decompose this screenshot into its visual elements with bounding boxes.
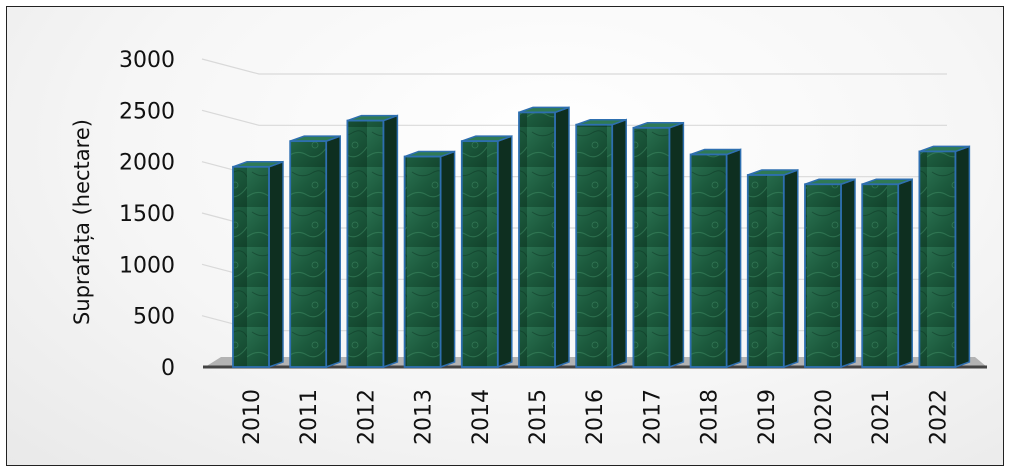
y-tick-label: 1500 (119, 202, 175, 227)
gridline (201, 109, 947, 126)
x-tick-label: 2019 (755, 389, 780, 445)
chart-container: 0 500 1000 1500 2000 2500 3000 2010 2011 2012 201… (6, 6, 1004, 466)
bar (403, 150, 456, 369)
y-axis-title: Suprafața (hectare) (70, 119, 94, 325)
bar (232, 160, 284, 369)
gridline (201, 58, 947, 75)
x-tick-label: 2021 (869, 389, 894, 445)
x-tick-label: 2014 (469, 389, 494, 445)
bar (918, 145, 971, 369)
bar (632, 121, 685, 369)
y-axis-ticks: 0 500 1000 1500 2000 2500 3000 (119, 48, 175, 381)
x-axis-ticks: 2010 2011 2012 2013 2014 2015 2016 2017 2018 2019… (240, 389, 951, 445)
x-tick-label: 2012 (354, 389, 379, 445)
bar (346, 114, 399, 369)
x-tick-label: 2011 (297, 389, 322, 445)
x-tick-label: 2017 (640, 389, 665, 445)
x-tick-label: 2010 (240, 389, 265, 445)
x-tick-label: 2020 (812, 389, 837, 445)
bar (689, 148, 742, 369)
y-tick-label: 2500 (119, 99, 175, 124)
x-tick-label: 2015 (526, 389, 551, 445)
x-tick-label: 2022 (926, 389, 951, 445)
bar (746, 168, 799, 369)
y-tick-label: 2000 (119, 151, 175, 176)
bar (460, 135, 513, 369)
x-tick-label: 2013 (412, 389, 437, 445)
bars (232, 106, 971, 369)
y-tick-label: 3000 (119, 48, 175, 73)
bar (804, 178, 856, 369)
y-tick-label: 0 (161, 356, 175, 381)
bar (861, 178, 913, 369)
bar (575, 118, 627, 369)
y-tick-label: 500 (133, 305, 175, 330)
x-tick-label: 2016 (583, 389, 608, 445)
x-tick-label: 2018 (698, 389, 723, 445)
y-tick-label: 1000 (119, 253, 175, 278)
bar (289, 135, 341, 369)
bar (518, 106, 570, 369)
